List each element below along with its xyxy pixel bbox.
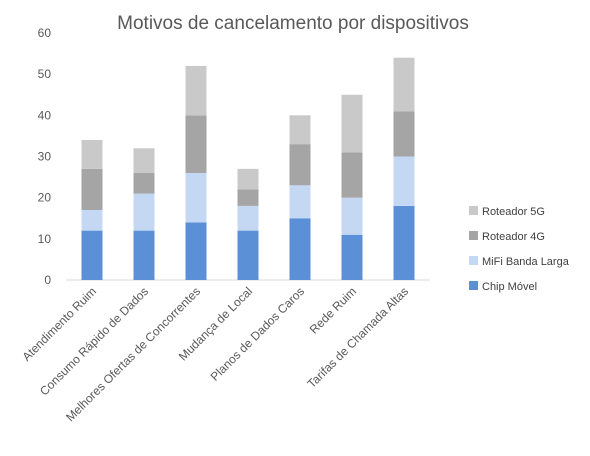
- bar-segment: [237, 168, 259, 190]
- bar-segment: [133, 148, 155, 173]
- bar-segment: [133, 193, 155, 231]
- bar-segment: [81, 140, 103, 169]
- bar-segment: [237, 230, 259, 280]
- y-axis: 0 10 20 30 40 50 60: [38, 26, 52, 287]
- bar-segment: [289, 185, 311, 219]
- legend-swatch: [469, 206, 478, 215]
- bar-segment: [81, 230, 103, 280]
- bar-segment: [237, 205, 259, 231]
- y-tick-label: 0: [44, 273, 51, 287]
- x-tick-label: Rede Ruim: [307, 284, 359, 336]
- bar-segment: [133, 230, 155, 280]
- bar-segment: [393, 57, 415, 112]
- x-tick-label: Consumo Rápido de Dados: [37, 284, 151, 398]
- y-tick-label: 30: [38, 150, 52, 164]
- bar-segment: [341, 197, 363, 235]
- legend: Roteador 5G Roteador 4G MiFi Banda Larga Ch…: [469, 206, 570, 293]
- legend-label: Chip Móvel: [482, 281, 537, 293]
- bar-segment: [393, 111, 415, 157]
- bar-segment: [133, 172, 155, 194]
- bar-segment: [185, 65, 207, 116]
- bar-segment: [341, 94, 363, 153]
- bar-segment: [289, 218, 311, 280]
- bar-segment: [81, 210, 103, 231]
- y-tick-label: 20: [38, 191, 52, 205]
- bar-segment: [185, 115, 207, 173]
- legend-label: Roteador 4G: [482, 231, 545, 243]
- bar-segment: [393, 156, 415, 206]
- bar-segment: [393, 205, 415, 280]
- bar-segment: [289, 144, 311, 186]
- bar-segment: [289, 115, 311, 145]
- legend-swatch: [469, 256, 478, 265]
- x-tick-label: Planos de Dados Caros: [208, 284, 308, 384]
- y-tick-label: 10: [38, 232, 52, 246]
- bars: [81, 57, 415, 280]
- legend-swatch: [469, 281, 478, 290]
- chart-title: Motivos de cancelamento por dispositivos: [117, 13, 469, 34]
- legend-label: MiFi Banda Larga: [482, 256, 570, 268]
- bar-segment: [81, 168, 103, 211]
- legend-label: Roteador 5G: [482, 206, 545, 218]
- y-tick-label: 40: [38, 108, 52, 122]
- y-tick-label: 60: [38, 26, 52, 40]
- bar-segment: [185, 222, 207, 280]
- bar-segment: [341, 152, 363, 198]
- x-tick-label: Tarifas de Chamada Altas: [305, 284, 412, 391]
- bar-segment: [341, 234, 363, 280]
- bar-segment: [237, 189, 259, 206]
- y-tick-label: 50: [38, 67, 52, 81]
- legend-swatch: [469, 231, 478, 240]
- bar-segment: [185, 172, 207, 223]
